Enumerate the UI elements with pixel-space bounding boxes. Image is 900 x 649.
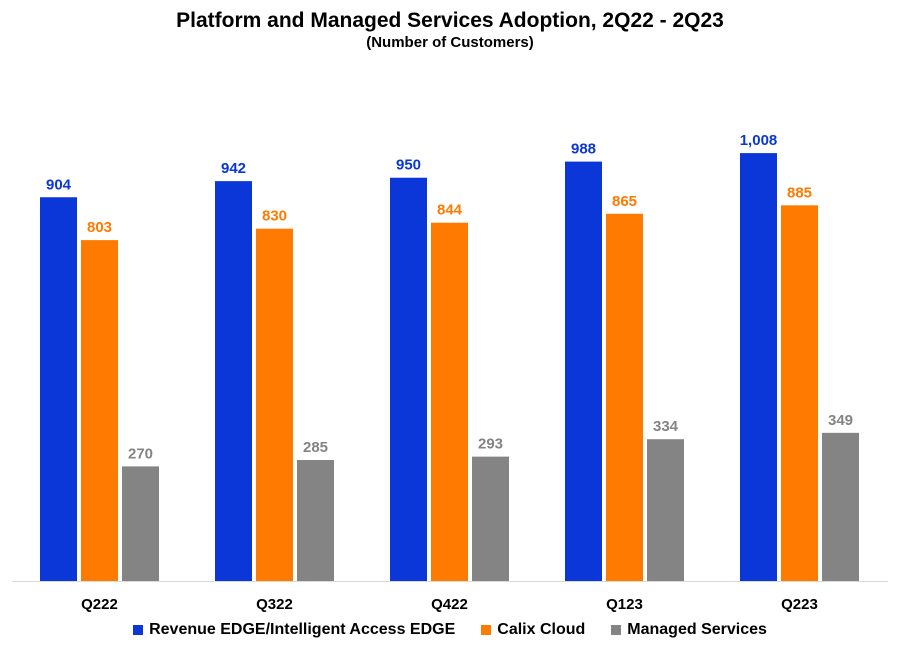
x-tick-label: Q123	[606, 596, 643, 613]
legend-swatch	[481, 625, 492, 635]
bar-3-q422	[472, 456, 509, 581]
bar-3-q322	[297, 460, 334, 581]
bar-1-q223	[740, 153, 777, 581]
bar-3-q223	[822, 432, 859, 581]
bar-1-q222	[40, 197, 77, 581]
data-label-1-q422: 950	[396, 157, 421, 174]
x-tick-label: Q222	[81, 596, 118, 613]
x-tick-label: Q223	[781, 596, 818, 613]
bar-3-q222	[122, 466, 159, 581]
legend-label: Managed Services	[627, 621, 767, 638]
data-label-2-q222: 803	[87, 219, 112, 236]
data-label-3-q322: 285	[303, 439, 328, 456]
legend-item-3: Managed Services	[611, 620, 767, 640]
bar-3-q123	[647, 439, 684, 581]
data-label-2-q322: 830	[262, 208, 287, 225]
legend-swatch	[611, 625, 622, 635]
legend-label: Revenue EDGE/Intelligent Access EDGE	[149, 621, 456, 638]
data-label-3-q123: 334	[653, 418, 679, 435]
legend-swatch	[133, 625, 144, 635]
data-label-2-q223: 885	[787, 184, 812, 201]
data-label-2-q422: 844	[437, 202, 463, 219]
legend-item-2: Calix Cloud	[481, 620, 585, 640]
bar-2-q123	[606, 213, 643, 581]
legend-label: Calix Cloud	[497, 621, 586, 638]
bar-2-q322	[256, 228, 293, 582]
bar-2-q223	[781, 205, 818, 581]
data-label-3-q222: 270	[128, 445, 153, 462]
data-label-1-q322: 942	[221, 160, 246, 177]
bar-1-q322	[215, 181, 252, 581]
data-label-1-q222: 904	[46, 176, 72, 193]
x-tick-label: Q422	[431, 596, 468, 613]
data-label-3-q422: 293	[478, 436, 503, 453]
bar-1-q422	[390, 177, 427, 581]
data-label-1-q123: 988	[571, 141, 596, 158]
bar-2-q222	[81, 240, 118, 581]
data-label-1-q223: 1,008	[740, 132, 778, 149]
bar-2-q422	[431, 222, 468, 582]
legend-item-1: Revenue EDGE/Intelligent Access EDGE	[133, 620, 455, 640]
data-label-3-q223: 349	[828, 412, 853, 429]
chart-subtitle: (Number of Customers)	[366, 34, 534, 51]
chart-legend: Revenue EDGE/Intelligent Access EDGE Cali…	[0, 620, 900, 640]
bar-1-q123	[565, 161, 602, 581]
x-tick-label: Q322	[256, 596, 293, 613]
chart-title: Platform and Managed Services Adoption, …	[176, 9, 724, 32]
data-label-2-q123: 865	[612, 193, 637, 210]
